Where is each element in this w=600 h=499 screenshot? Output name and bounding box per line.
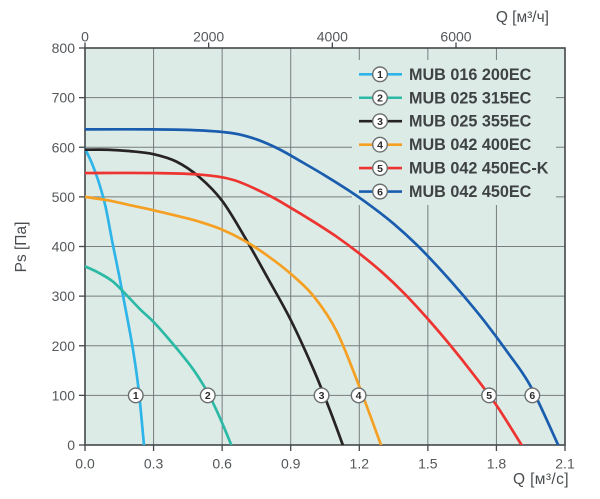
legend-marker-number-4: 4 — [377, 139, 383, 151]
axis-title-flow-m3s: Q [м³/с] — [512, 471, 569, 488]
legend-background — [352, 60, 556, 205]
tick-label-y: 700 — [52, 90, 76, 106]
tick-label-y: 600 — [52, 139, 76, 155]
tick-label-y: 200 — [52, 338, 76, 354]
legend-marker-circle-4 — [372, 136, 389, 153]
legend-label-5: MUB 042 450EC-K — [409, 160, 549, 178]
tick-label-y: 500 — [52, 189, 76, 205]
tick-label-y: 300 — [52, 288, 76, 304]
legend-marker-number-3: 3 — [377, 116, 383, 128]
legend-label-6: MUB 042 450EC — [409, 183, 532, 201]
legend-marker-circle-3 — [372, 113, 389, 130]
curve-mub-042-400ec — [85, 195, 383, 445]
curve-mub-025-355ec — [85, 148, 345, 445]
legend-marker-circle-6 — [372, 183, 389, 200]
tick-label-y: 400 — [52, 239, 76, 255]
curve-marker-number-6: 6 — [529, 390, 535, 402]
tick-label-x-bottom: 0.3 — [144, 456, 164, 472]
legend-label-4: MUB 042 400EC — [409, 136, 532, 154]
curve-marker-number-4: 4 — [356, 390, 362, 402]
tick-label-x-bottom: 1.5 — [418, 456, 438, 472]
legend-marker-number-1: 1 — [377, 69, 383, 81]
tick-label-y: 0 — [67, 437, 75, 453]
legend-marker-number-6: 6 — [377, 186, 383, 198]
curve-marker-circle-4 — [350, 387, 367, 404]
tick-label-x-top: 0 — [81, 29, 89, 45]
tick-label-x-bottom: 0.6 — [212, 456, 232, 472]
legend-label-1: MUB 016 200EC — [409, 66, 532, 84]
axis-title-pressure: Ps [Па] — [13, 221, 30, 273]
curve-marker-number-2: 2 — [205, 390, 211, 402]
curve-marker-circle-3 — [313, 387, 330, 404]
tick-label-x-top: 2000 — [193, 29, 224, 45]
curve-marker-circle-5 — [481, 387, 498, 404]
legend-marker-circle-1 — [372, 66, 389, 83]
tick-label-x-top: 6000 — [440, 29, 471, 45]
curve-mub-042-450ec-k — [85, 171, 523, 445]
legend-marker-number-2: 2 — [377, 93, 383, 105]
curve-marker-number-1: 1 — [133, 390, 139, 402]
legend-marker-circle-5 — [372, 160, 389, 177]
legend-marker-circle-2 — [372, 89, 389, 106]
curve-mub-042-450ec — [85, 127, 560, 445]
tick-label-x-bottom: 2.1 — [555, 456, 575, 472]
curve-marker-circle-1 — [127, 387, 144, 404]
tick-label-x-bottom: 1.2 — [350, 456, 370, 472]
curve-marker-number-3: 3 — [319, 390, 325, 402]
tick-label-x-bottom: 0.9 — [281, 456, 301, 472]
tick-label-y: 100 — [52, 387, 76, 403]
curve-marker-circle-6 — [524, 387, 541, 404]
legend-label-2: MUB 025 315EC — [409, 89, 532, 107]
tick-label-y: 800 — [52, 40, 76, 56]
legend-marker-number-5: 5 — [377, 163, 383, 175]
tick-label-x-top: 4000 — [317, 29, 348, 45]
curve-marker-number-5: 5 — [486, 390, 492, 402]
axis-title-flow-m3h: Q [м³/ч] — [495, 9, 549, 26]
legend-label-3: MUB 025 355EC — [409, 113, 532, 131]
tick-label-x-bottom: 1.8 — [487, 456, 507, 472]
curve-marker-circle-2 — [199, 387, 216, 404]
tick-label-x-bottom: 0.0 — [75, 456, 95, 472]
